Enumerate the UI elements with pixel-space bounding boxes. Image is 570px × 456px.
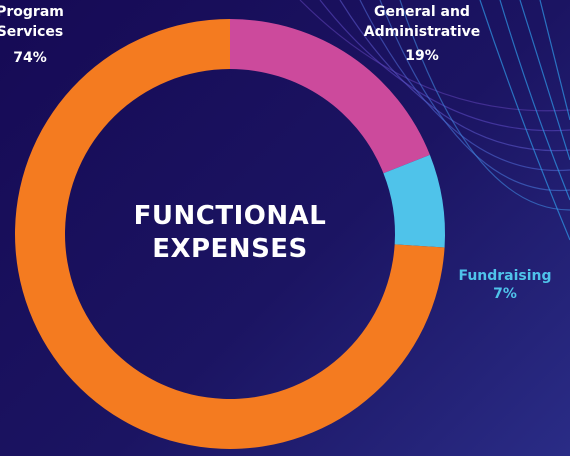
slice-value-label: 7%	[450, 286, 560, 302]
chart-title: FUNCTIONAL EXPENSES	[110, 200, 350, 266]
chart: FUNCTIONAL EXPENSES General and Administ…	[0, 0, 570, 456]
slice-value-label: 19%	[362, 48, 482, 64]
slice-label: Fundraising	[450, 266, 560, 286]
slice-value-label: 74%	[0, 50, 72, 66]
slice-label: General and Administrative	[362, 2, 482, 42]
donut-slice	[230, 19, 430, 173]
slice-label: Program Services	[0, 2, 72, 42]
